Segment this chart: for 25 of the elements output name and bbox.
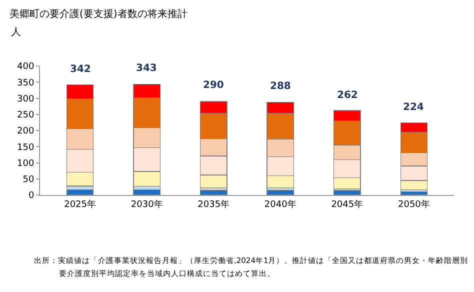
x-tick-label: 2045年	[331, 198, 364, 210]
y-tick-label: 100	[17, 158, 34, 169]
y-tick-label: 300	[17, 94, 34, 104]
y-tick-label: 150	[17, 142, 34, 153]
total-label: 290	[203, 80, 224, 91]
total-label: 262	[337, 90, 358, 101]
total-label: 288	[270, 81, 291, 92]
bar	[66, 190, 94, 195]
y-tick-label: 400	[17, 62, 34, 72]
x-tick-label: 2025年	[64, 198, 96, 210]
total-label: 342	[70, 64, 91, 75]
chart-title: 美郷町の要介護(要支援)者数の将来推計	[9, 8, 188, 20]
bar	[133, 190, 160, 195]
total-label: 224	[403, 102, 424, 113]
y-axis-title: 人	[11, 27, 21, 38]
x-tick-label: 2050年	[398, 198, 430, 210]
y-tick-label: 350	[17, 78, 34, 88]
x-tick-label: 2035年	[198, 198, 230, 210]
y-tick-label: 250	[17, 110, 34, 121]
y-tick-label: 200	[17, 126, 34, 137]
x-tick-label: 2030年	[130, 198, 163, 210]
y-tick-label: 50	[22, 175, 34, 186]
y-tick-label: 0	[28, 191, 34, 202]
x-tick-label: 2040年	[264, 198, 296, 210]
total-label: 343	[136, 63, 157, 74]
